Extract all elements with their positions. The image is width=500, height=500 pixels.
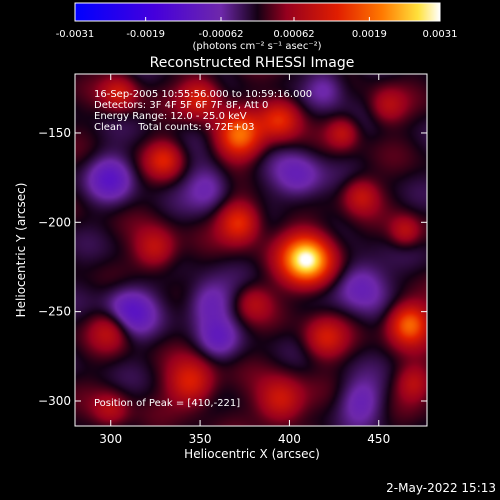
x-tick-label: 350 [189, 432, 212, 446]
y-tick-label: −200 [38, 215, 71, 229]
peak-position-label: Position of Peak = [410,-221] [94, 398, 240, 409]
colorbar-ticks: -0.0031 -0.0019 -0.00062 0.00062 0.0019 0.003… [56, 17, 458, 40]
colorbar-strip [75, 3, 440, 21]
colorbar-tick-label: -0.00062 [199, 29, 244, 40]
y-axis-ticks: −150 −200 −250 −300 [38, 126, 427, 408]
info-annotations: 16-Sep-2005 10:55:56.000 to 10:59:16.000… [94, 89, 312, 409]
x-axis-label: Heliocentric X (arcsec) [184, 447, 320, 461]
info-detectors: Detectors: 3F 4F 5F 6F 7F 8F, Att 0 [94, 100, 268, 111]
colorbar-tick-label: -0.0019 [126, 29, 165, 40]
chart-title: Reconstructed RHESSI Image [150, 55, 355, 71]
colorbar-unit-label: (photons cm⁻² s⁻¹ asec⁻²) [192, 41, 321, 52]
colorbar-tick-label: -0.0031 [56, 29, 95, 40]
info-energy-range: Energy Range: 12.0 - 25.0 keV [94, 111, 247, 122]
colorbar-tick-label: 0.0031 [423, 29, 458, 40]
info-time-range: 16-Sep-2005 10:55:56.000 to 10:59:16.000 [94, 89, 312, 100]
plot-area: 300 350 400 450 −150 −200 −250 −300 [38, 73, 428, 446]
y-axis-label: Heliocentric Y (arcsec) [14, 183, 28, 318]
colorbar: -0.0031 -0.0019 -0.00062 0.00062 0.0019 0.003… [56, 2, 458, 52]
y-tick-label: −150 [38, 126, 71, 140]
colorbar-frame [74, 2, 441, 22]
y-tick-label: −300 [38, 394, 71, 408]
colorbar-tick-label: 0.00062 [273, 29, 314, 40]
x-tick-label: 400 [278, 432, 301, 446]
plot-timestamp: 2-May-2022 15:13 [386, 481, 496, 495]
y-tick-label: −250 [38, 305, 71, 319]
x-tick-label: 300 [99, 432, 122, 446]
info-clean-counts: Clean Total counts: 9.72E+03 [94, 122, 254, 133]
colorbar-tick-label: 0.0019 [352, 29, 387, 40]
x-axis-ticks: 300 350 400 450 [99, 74, 390, 446]
heatmap-image [75, 74, 427, 426]
plot-frame [74, 73, 428, 427]
x-tick-label: 450 [367, 432, 390, 446]
